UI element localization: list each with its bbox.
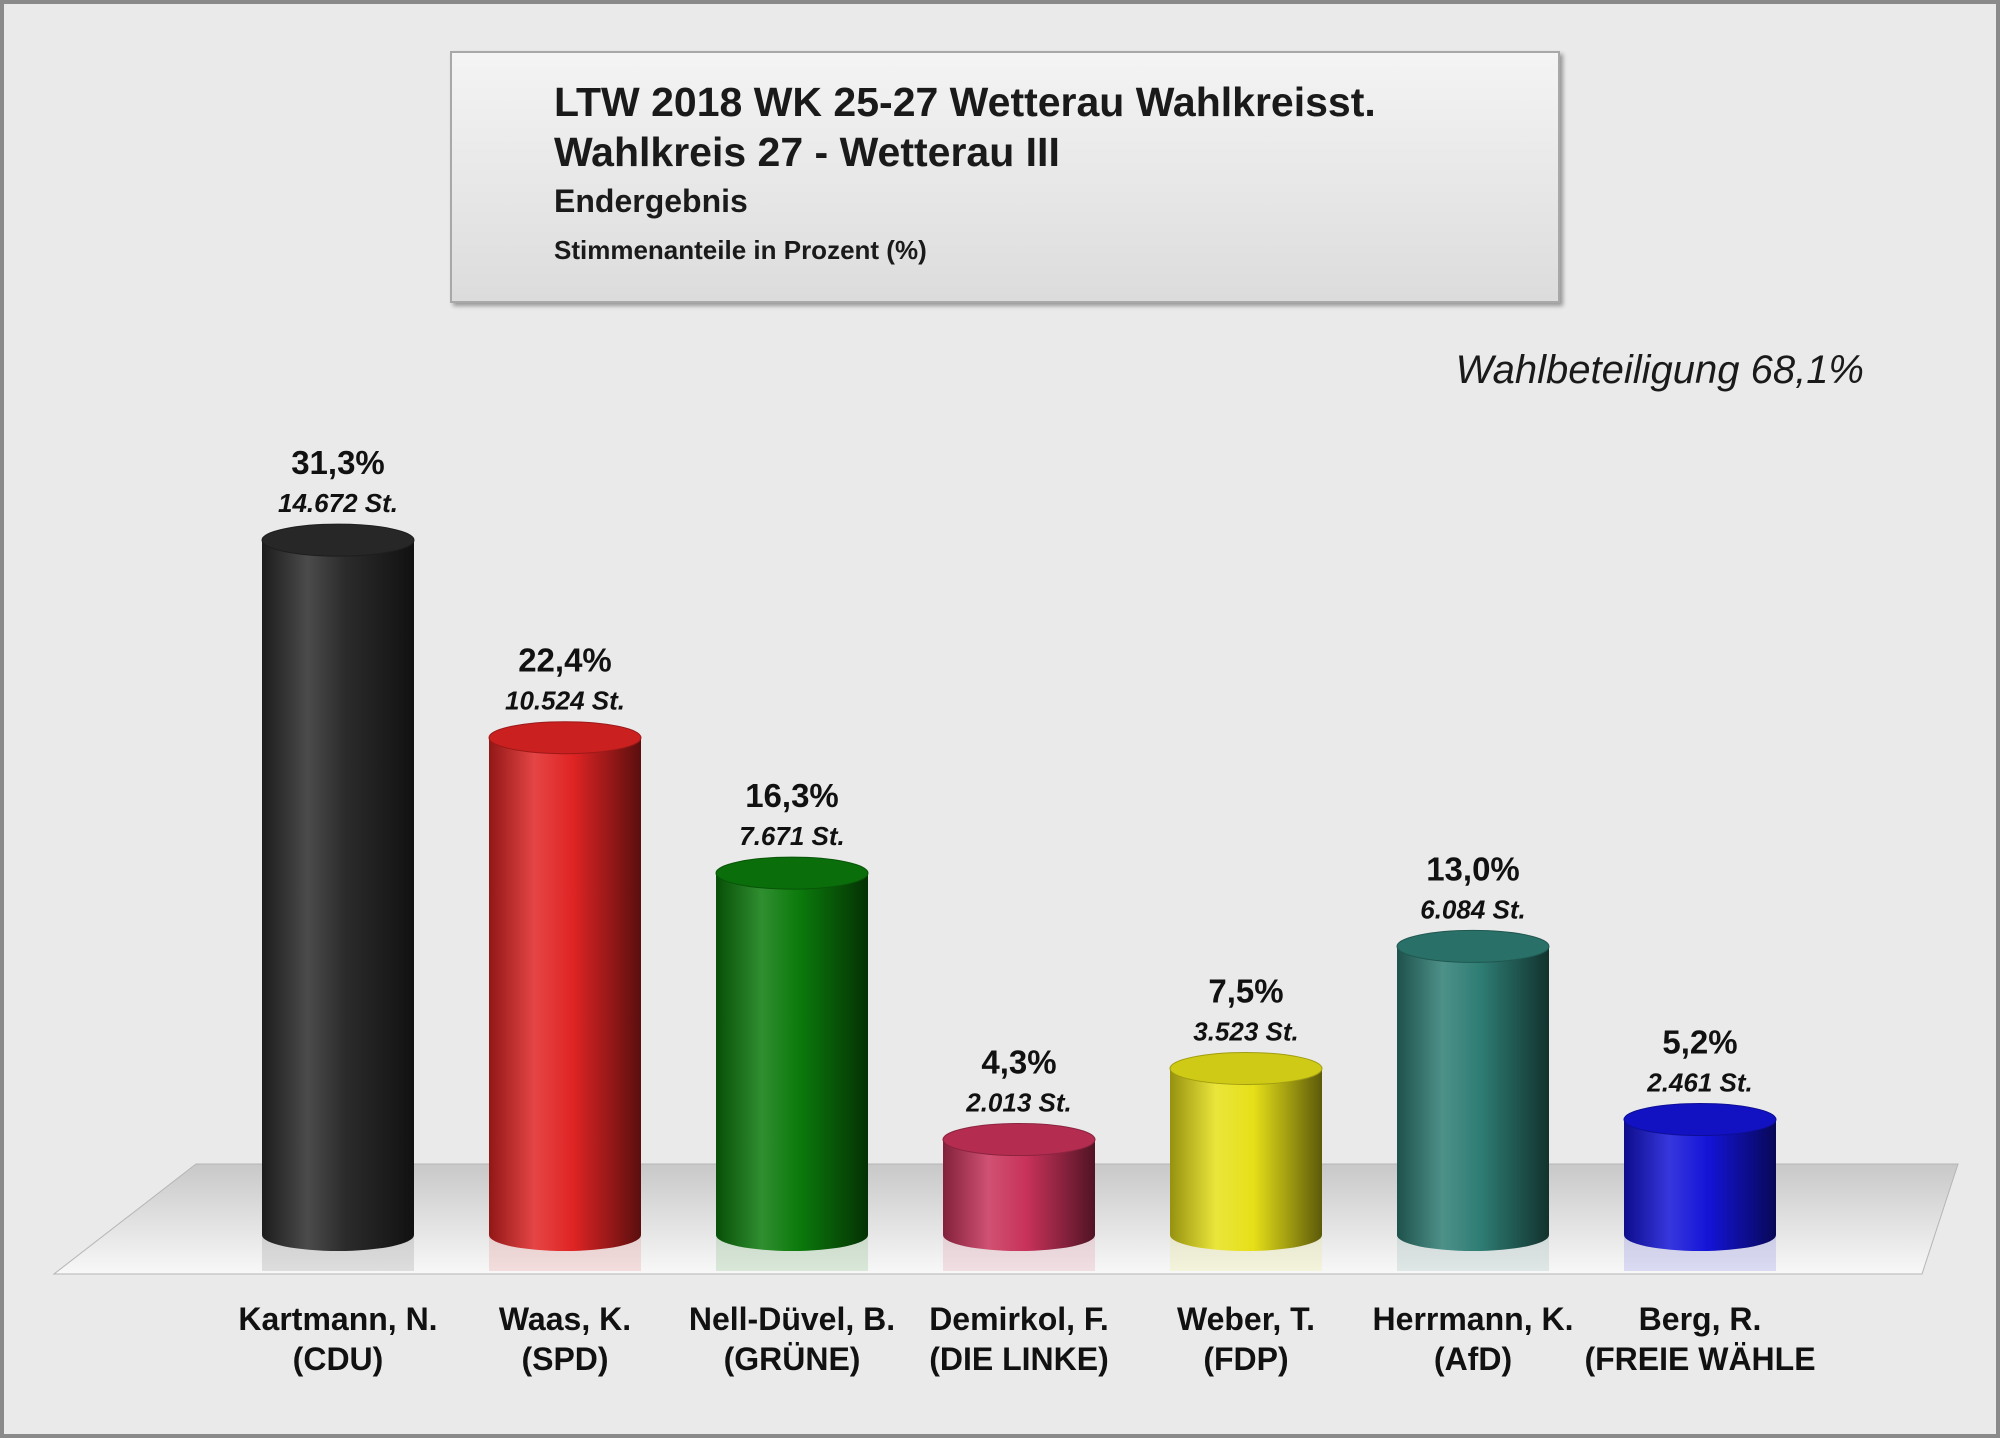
bar <box>262 540 414 1251</box>
bar-group: 5,2% 2.461 St. Berg, R. (FREIE WÄHLE <box>1584 1024 1815 1377</box>
bar-group: 22,4% 10.524 St. Waas, K. (SPD) <box>488 642 642 1377</box>
votes-label: 2.461 St. <box>1646 1068 1753 1098</box>
bar-group: 16,3% 7.671 St. Nell-Düvel, B. (GRÜNE) <box>689 777 895 1377</box>
category-label-name: Waas, K. <box>499 1301 631 1337</box>
bar-top-cap <box>488 721 642 755</box>
value-label: 7,5% <box>1208 973 1283 1010</box>
votes-label: 14.672 St. <box>278 488 398 518</box>
bar-top-cap <box>942 1123 1096 1157</box>
bar <box>716 873 868 1251</box>
chart-title-line1: LTW 2018 WK 25-27 Wetterau Wahlkreisst. <box>554 79 1376 125</box>
votes-label: 2.013 St. <box>965 1088 1072 1118</box>
category-label-name: Kartmann, N. <box>238 1301 437 1337</box>
category-label-party: (FDP) <box>1203 1341 1288 1377</box>
chart-unit-note: Stimmenanteile in Prozent (%) <box>554 235 927 265</box>
votes-label: 3.523 St. <box>1193 1017 1299 1047</box>
category-label-name: Berg, R. <box>1639 1301 1762 1337</box>
bar-top-cap <box>715 856 869 890</box>
category-label-name: Weber, T. <box>1177 1301 1315 1337</box>
bar <box>1397 946 1549 1251</box>
category-label-party: (GRÜNE) <box>724 1341 861 1377</box>
votes-label: 6.084 St. <box>1420 894 1526 924</box>
bars-layer: 31,3% 14.672 St. Kartmann, N. (CDU) 22,4% 10.… <box>238 444 1815 1377</box>
value-label: 13,0% <box>1426 850 1520 887</box>
bar-top-cap <box>1623 1103 1777 1137</box>
category-label-party: (AfD) <box>1434 1341 1512 1377</box>
votes-label: 10.524 St. <box>505 686 625 716</box>
votes-label: 7.671 St. <box>739 821 845 851</box>
bar-group: 13,0% 6.084 St. Herrmann, K. (AfD) <box>1373 850 1574 1377</box>
bar-group: 7,5% 3.523 St. Weber, T. (FDP) <box>1169 973 1323 1377</box>
value-label: 4,3% <box>981 1044 1056 1081</box>
turnout-label: Wahlbeteiligung 68,1% <box>1455 348 1864 392</box>
value-label: 16,3% <box>745 777 839 814</box>
category-label-party: (FREIE WÄHLE <box>1584 1341 1815 1377</box>
category-label-party: (CDU) <box>293 1341 384 1377</box>
bar <box>489 737 641 1251</box>
category-label-name: Demirkol, F. <box>929 1301 1109 1337</box>
category-label-name: Herrmann, K. <box>1373 1301 1574 1337</box>
chart-subtitle: Endergebnis <box>554 183 748 219</box>
bar <box>943 1139 1095 1251</box>
category-label-name: Nell-Düvel, B. <box>689 1301 895 1337</box>
chart-title-box: LTW 2018 WK 25-27 Wetterau Wahlkreisst. … <box>450 51 1560 303</box>
category-label-party: (SPD) <box>521 1341 608 1377</box>
value-label: 22,4% <box>518 642 612 679</box>
bar-group: 31,3% 14.672 St. Kartmann, N. (CDU) <box>238 444 437 1377</box>
value-label: 5,2% <box>1662 1024 1737 1061</box>
bar <box>1624 1119 1776 1251</box>
category-label-party: (DIE LINKE) <box>929 1341 1109 1377</box>
bar <box>1170 1068 1322 1251</box>
bar-top-cap <box>1396 929 1550 963</box>
bar-group: 4,3% 2.013 St. Demirkol, F. (DIE LINKE) <box>929 1044 1109 1377</box>
bar-top-cap <box>1169 1052 1323 1085</box>
bar-top-cap <box>261 523 415 557</box>
value-label: 31,3% <box>291 444 385 481</box>
chart-title-line2: Wahlkreis 27 - Wetterau III <box>554 129 1060 175</box>
